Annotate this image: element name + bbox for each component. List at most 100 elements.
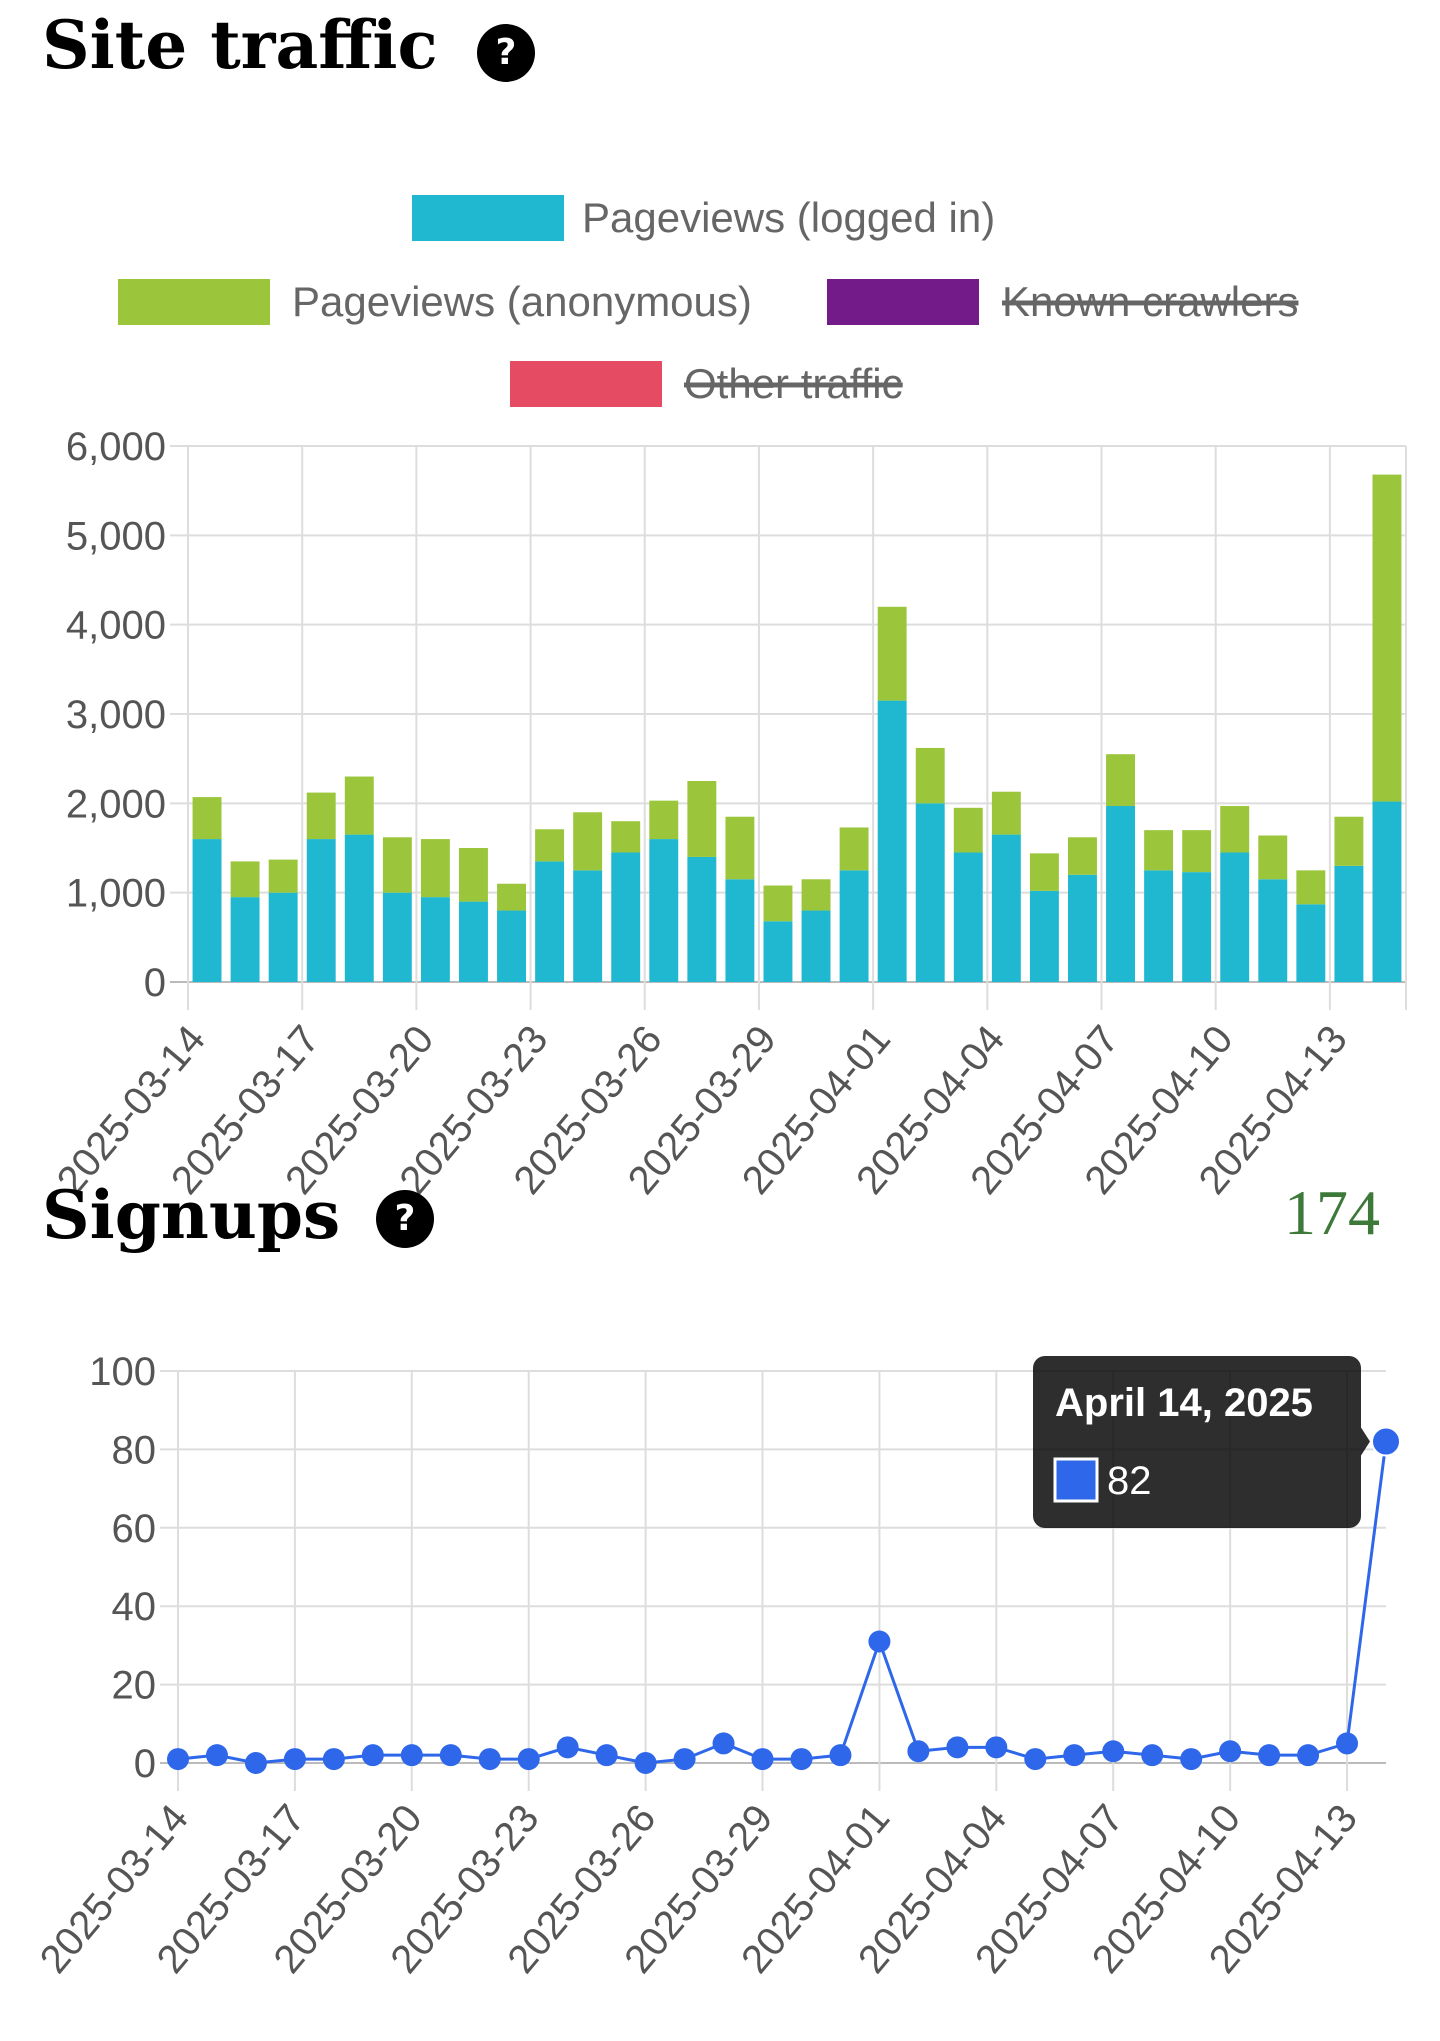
signups-point-2025-03-31[interactable]	[829, 1744, 852, 1767]
bar-anonymous-2025-04-05[interactable]	[1029, 853, 1059, 891]
bar-anonymous-2025-03-18[interactable]	[344, 776, 374, 835]
bar-anonymous-2025-03-30[interactable]	[801, 879, 831, 911]
bar-logged-in-2025-03-24[interactable]	[573, 870, 603, 982]
signups-point-2025-04-06[interactable]	[1063, 1744, 1086, 1767]
bar-logged-in-2025-03-14[interactable]	[192, 839, 222, 982]
signups-point-2025-03-17[interactable]	[283, 1748, 306, 1771]
legend-swatch-0[interactable]	[412, 195, 564, 241]
bar-anonymous-2025-04-10[interactable]	[1220, 806, 1250, 853]
bar-logged-in-2025-03-31[interactable]	[839, 870, 869, 982]
bar-logged-in-2025-03-22[interactable]	[497, 910, 526, 982]
bar-logged-in-2025-04-13[interactable]	[1334, 865, 1364, 982]
signups-point-2025-03-18[interactable]	[322, 1748, 345, 1771]
bar-anonymous-2025-03-31[interactable]	[839, 827, 869, 871]
bar-logged-in-2025-03-17[interactable]	[306, 839, 336, 982]
signups-point-2025-03-28[interactable]	[712, 1732, 735, 1755]
bar-anonymous-2025-03-19[interactable]	[382, 837, 412, 893]
signups-point-2025-04-04[interactable]	[985, 1736, 1008, 1759]
signups-point-2025-04-03[interactable]	[946, 1736, 969, 1759]
bar-logged-in-2025-04-06[interactable]	[1068, 874, 1097, 982]
bar-logged-in-2025-04-02[interactable]	[915, 803, 945, 982]
bar-anonymous-2025-03-16[interactable]	[268, 859, 298, 893]
signups-point-2025-04-05[interactable]	[1024, 1748, 1047, 1771]
bar-anonymous-2025-03-20[interactable]	[420, 839, 450, 898]
bar-anonymous-2025-03-14[interactable]	[192, 797, 222, 840]
bar-anonymous-2025-04-13[interactable]	[1334, 816, 1364, 866]
bar-logged-in-2025-04-03[interactable]	[953, 852, 983, 982]
bar-logged-in-2025-03-23[interactable]	[535, 861, 565, 982]
bar-logged-in-2025-03-15[interactable]	[230, 897, 260, 982]
bar-logged-in-2025-04-09[interactable]	[1182, 872, 1212, 982]
bar-logged-in-2025-04-11[interactable]	[1258, 879, 1288, 982]
legend-swatch-1[interactable]	[118, 279, 270, 325]
bar-logged-in-2025-03-16[interactable]	[268, 892, 298, 982]
signups-point-2025-03-21[interactable]	[439, 1744, 462, 1767]
bar-anonymous-2025-04-09[interactable]	[1182, 830, 1212, 873]
signups-point-2025-03-14[interactable]	[167, 1748, 189, 1771]
signups-point-2025-04-02[interactable]	[907, 1740, 930, 1763]
bar-anonymous-2025-03-21[interactable]	[459, 848, 488, 902]
signups-point-2025-03-29[interactable]	[751, 1748, 774, 1771]
bar-logged-in-2025-03-20[interactable]	[420, 897, 450, 982]
signups-point-2025-03-27[interactable]	[673, 1748, 696, 1771]
signups-point-2025-03-30[interactable]	[790, 1748, 813, 1771]
signups-point-2025-04-07[interactable]	[1102, 1740, 1125, 1763]
bar-logged-in-2025-04-05[interactable]	[1029, 890, 1059, 982]
signups-point-2025-03-15[interactable]	[205, 1744, 228, 1767]
bar-logged-in-2025-03-21[interactable]	[459, 901, 488, 982]
bar-anonymous-2025-04-07[interactable]	[1106, 754, 1135, 807]
signups-point-2025-03-16[interactable]	[244, 1752, 267, 1774]
legend-label-0[interactable]: Pageviews (logged in)	[582, 194, 995, 241]
signups-point-2025-03-26[interactable]	[634, 1752, 657, 1774]
signups-point-2025-03-25[interactable]	[595, 1744, 618, 1767]
bar-logged-in-2025-04-07[interactable]	[1106, 806, 1135, 982]
signups-point-2025-04-10[interactable]	[1219, 1740, 1242, 1763]
bar-anonymous-2025-04-02[interactable]	[915, 747, 945, 804]
legend-swatch-3[interactable]	[510, 361, 662, 407]
traffic-help-question-icon[interactable]: ?	[477, 24, 535, 82]
bar-logged-in-2025-03-19[interactable]	[382, 892, 412, 982]
bar-anonymous-2025-03-15[interactable]	[230, 861, 260, 898]
bar-logged-in-2025-03-18[interactable]	[344, 834, 374, 982]
bar-anonymous-2025-04-01[interactable]	[877, 606, 907, 701]
bar-anonymous-2025-03-22[interactable]	[497, 883, 526, 911]
bar-anonymous-2025-03-24[interactable]	[573, 812, 603, 871]
legend-label-1[interactable]: Pageviews (anonymous)	[292, 278, 752, 325]
signups-help-question-icon[interactable]: ?	[376, 1190, 434, 1248]
bar-logged-in-2025-03-28[interactable]	[725, 879, 755, 982]
bar-logged-in-2025-03-25[interactable]	[611, 852, 641, 982]
legend-swatch-2[interactable]	[827, 279, 979, 325]
bar-anonymous-2025-04-08[interactable]	[1144, 830, 1174, 871]
bar-anonymous-2025-04-11[interactable]	[1258, 835, 1288, 880]
signups-point-2025-04-11[interactable]	[1258, 1744, 1281, 1767]
signups-point-2025-03-22[interactable]	[478, 1748, 501, 1771]
bar-anonymous-2025-04-03[interactable]	[953, 807, 983, 853]
bar-logged-in-2025-03-26[interactable]	[649, 839, 679, 982]
bar-logged-in-2025-04-04[interactable]	[991, 834, 1021, 982]
bar-anonymous-2025-03-23[interactable]	[535, 829, 565, 862]
signups-point-2025-03-23[interactable]	[517, 1748, 540, 1771]
signups-point-2025-04-12[interactable]	[1297, 1744, 1320, 1767]
signups-point-2025-04-01[interactable]	[868, 1630, 891, 1653]
bar-anonymous-2025-04-12[interactable]	[1296, 870, 1326, 905]
bar-logged-in-2025-04-01[interactable]	[877, 700, 907, 982]
bar-anonymous-2025-04-14[interactable]	[1372, 474, 1402, 802]
signups-point-2025-04-14[interactable]	[1371, 1426, 1401, 1457]
bar-anonymous-2025-04-06[interactable]	[1068, 837, 1097, 875]
bar-anonymous-2025-03-28[interactable]	[725, 816, 755, 880]
bar-anonymous-2025-03-17[interactable]	[306, 792, 336, 840]
bar-anonymous-2025-03-27[interactable]	[687, 781, 717, 857]
signups-point-2025-04-08[interactable]	[1141, 1744, 1164, 1767]
bar-logged-in-2025-03-27[interactable]	[687, 856, 717, 982]
bar-anonymous-2025-03-26[interactable]	[649, 800, 679, 840]
bar-logged-in-2025-04-12[interactable]	[1296, 904, 1326, 982]
bar-anonymous-2025-03-25[interactable]	[611, 821, 641, 853]
bar-logged-in-2025-04-08[interactable]	[1144, 870, 1174, 982]
signups-point-2025-03-20[interactable]	[400, 1744, 423, 1767]
signups-point-2025-03-19[interactable]	[361, 1744, 384, 1767]
bar-anonymous-2025-03-29[interactable]	[763, 885, 793, 922]
signups-point-2025-04-13[interactable]	[1336, 1732, 1359, 1755]
bar-logged-in-2025-03-29[interactable]	[763, 921, 793, 982]
bar-logged-in-2025-04-10[interactable]	[1220, 852, 1250, 982]
signups-point-2025-04-09[interactable]	[1180, 1748, 1203, 1771]
